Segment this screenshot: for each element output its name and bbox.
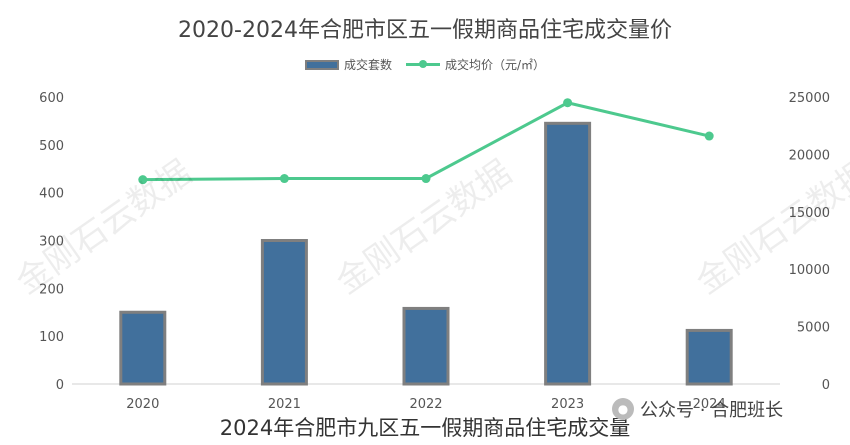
legend-label-line: 成交均价（元/㎡） bbox=[444, 58, 546, 72]
y-left-tick-label: 200 bbox=[39, 282, 64, 297]
line-point bbox=[421, 174, 431, 184]
y-left-tick-label: 0 bbox=[56, 378, 64, 393]
bar bbox=[260, 239, 308, 386]
x-tick-label: 2022 bbox=[409, 397, 442, 412]
bar bbox=[685, 328, 733, 386]
y-right-tick-label: 10000 bbox=[789, 263, 830, 278]
line-point bbox=[279, 174, 289, 184]
line-point bbox=[138, 175, 148, 185]
y-left-tick-label: 600 bbox=[39, 91, 64, 106]
credit-text: 公众号 · 合肥班长 bbox=[640, 400, 784, 421]
y-right-tick-label: 20000 bbox=[789, 148, 830, 163]
y-right-tick-label: 0 bbox=[822, 378, 830, 393]
credit: ● 公众号 · 合肥班长 bbox=[612, 396, 783, 422]
x-tick-label: 2024 bbox=[693, 397, 726, 412]
y-left-tick-label: 300 bbox=[39, 235, 64, 250]
legend: 成交套数 成交均价（元/㎡） bbox=[0, 56, 850, 73]
wechat-icon: ● bbox=[612, 398, 634, 420]
y-left-tick-label: 500 bbox=[39, 139, 64, 154]
y-right-tick-label: 15000 bbox=[789, 206, 830, 221]
x-tick-label: 2021 bbox=[268, 397, 301, 412]
chart-title: 2020-2024年合肥市区五一假期商品住宅成交量价 bbox=[178, 18, 672, 43]
y-left-tick-label: 400 bbox=[39, 187, 64, 202]
bar bbox=[544, 121, 592, 386]
line-point bbox=[563, 98, 573, 108]
y-right-tick-label: 5000 bbox=[797, 321, 830, 336]
bar bbox=[402, 306, 450, 386]
legend-bar-swatch bbox=[304, 59, 339, 70]
y-right-tick-label: 25000 bbox=[789, 91, 830, 106]
legend-line-swatch bbox=[405, 60, 440, 68]
legend-item-line: 成交均价（元/㎡） bbox=[405, 56, 546, 73]
y-left-tick-label: 100 bbox=[39, 330, 64, 345]
legend-item-bar: 成交套数 bbox=[304, 56, 392, 73]
series-line bbox=[142, 101, 710, 182]
chart-subtitle: 2024年合肥市九区五一假期商品住宅成交量 bbox=[219, 416, 631, 440]
x-tick-label: 2020 bbox=[126, 397, 159, 412]
line-point bbox=[704, 131, 714, 141]
x-tick-label: 2023 bbox=[551, 397, 584, 412]
legend-label-bar: 成交套数 bbox=[343, 58, 392, 72]
bar bbox=[119, 310, 167, 386]
